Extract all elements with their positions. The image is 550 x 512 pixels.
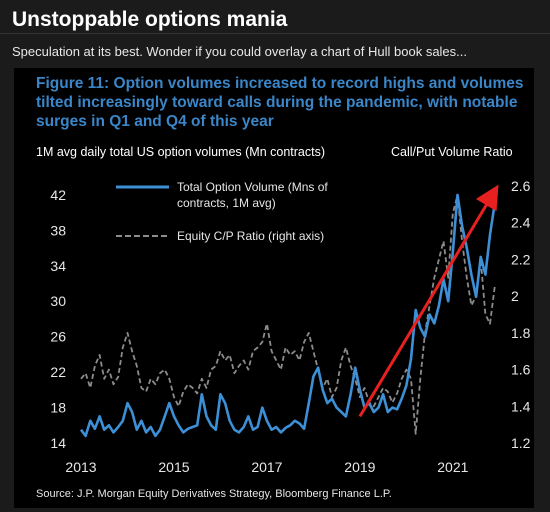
post-caption: Speculation at its best. Wonder if you c… [12, 44, 467, 59]
y-left-tick-5: 34 [50, 258, 66, 274]
y-left-tick-4: 30 [50, 293, 66, 309]
x-tick-0: 2013 [65, 459, 96, 475]
x-tick-2: 2017 [251, 459, 282, 475]
series-line-cp-ratio [80, 194, 496, 435]
header-divider [0, 33, 550, 34]
y-left-tick-3: 26 [50, 329, 66, 345]
legend-label-volume-2: contracts, 1M avg) [177, 196, 276, 210]
y-right-tick-6: 2.4 [511, 215, 531, 231]
x-tick-1: 2015 [158, 459, 189, 475]
legend-label-volume-1: Total Option Volume (Mns of [177, 180, 328, 194]
y-right-tick-1: 1.4 [511, 398, 531, 414]
chart-plot: 14 18 22 26 30 34 38 42 1.2 1.4 1.6 1.8 2 2.2 2.4 2.6 20… [50, 178, 531, 475]
y-right-tick-4: 2 [511, 288, 519, 304]
right-axis-label: Call/Put Volume Ratio [391, 145, 513, 159]
y-right-tick-3: 1.8 [511, 325, 531, 341]
source-note: Source: J.P. Morgan Equity Derivatives S… [36, 488, 392, 500]
y-right-tick-0: 1.2 [511, 435, 531, 451]
y-left-tick-1: 18 [50, 400, 66, 416]
x-tick-3: 2019 [344, 459, 375, 475]
series-line-option-volume [79, 193, 496, 438]
y-left-tick-7: 42 [50, 187, 66, 203]
chart-card: Figure 11: Option volumes increased to r… [14, 68, 534, 508]
y-left-tick-0: 14 [50, 435, 66, 451]
legend: Total Option Volume (Mns of contracts, 1… [116, 180, 328, 243]
post-title: Unstoppable options mania [12, 8, 288, 31]
x-tick-4: 2021 [437, 459, 468, 475]
y-right-tick-7: 2.6 [511, 178, 531, 194]
y-left-tick-6: 38 [50, 222, 66, 238]
chart-title: Figure 11: Option volumes increased to r… [36, 75, 524, 130]
y-right-tick-5: 2.2 [511, 251, 531, 267]
trend-arrow-0 [358, 184, 499, 418]
legend-label-ratio: Equity C/P Ratio (right axis) [177, 229, 324, 243]
y-left-tick-2: 22 [50, 364, 66, 380]
y-right-tick-2: 1.6 [511, 362, 531, 378]
left-axis-label: 1M avg daily total US option volumes (Mn… [36, 145, 326, 159]
